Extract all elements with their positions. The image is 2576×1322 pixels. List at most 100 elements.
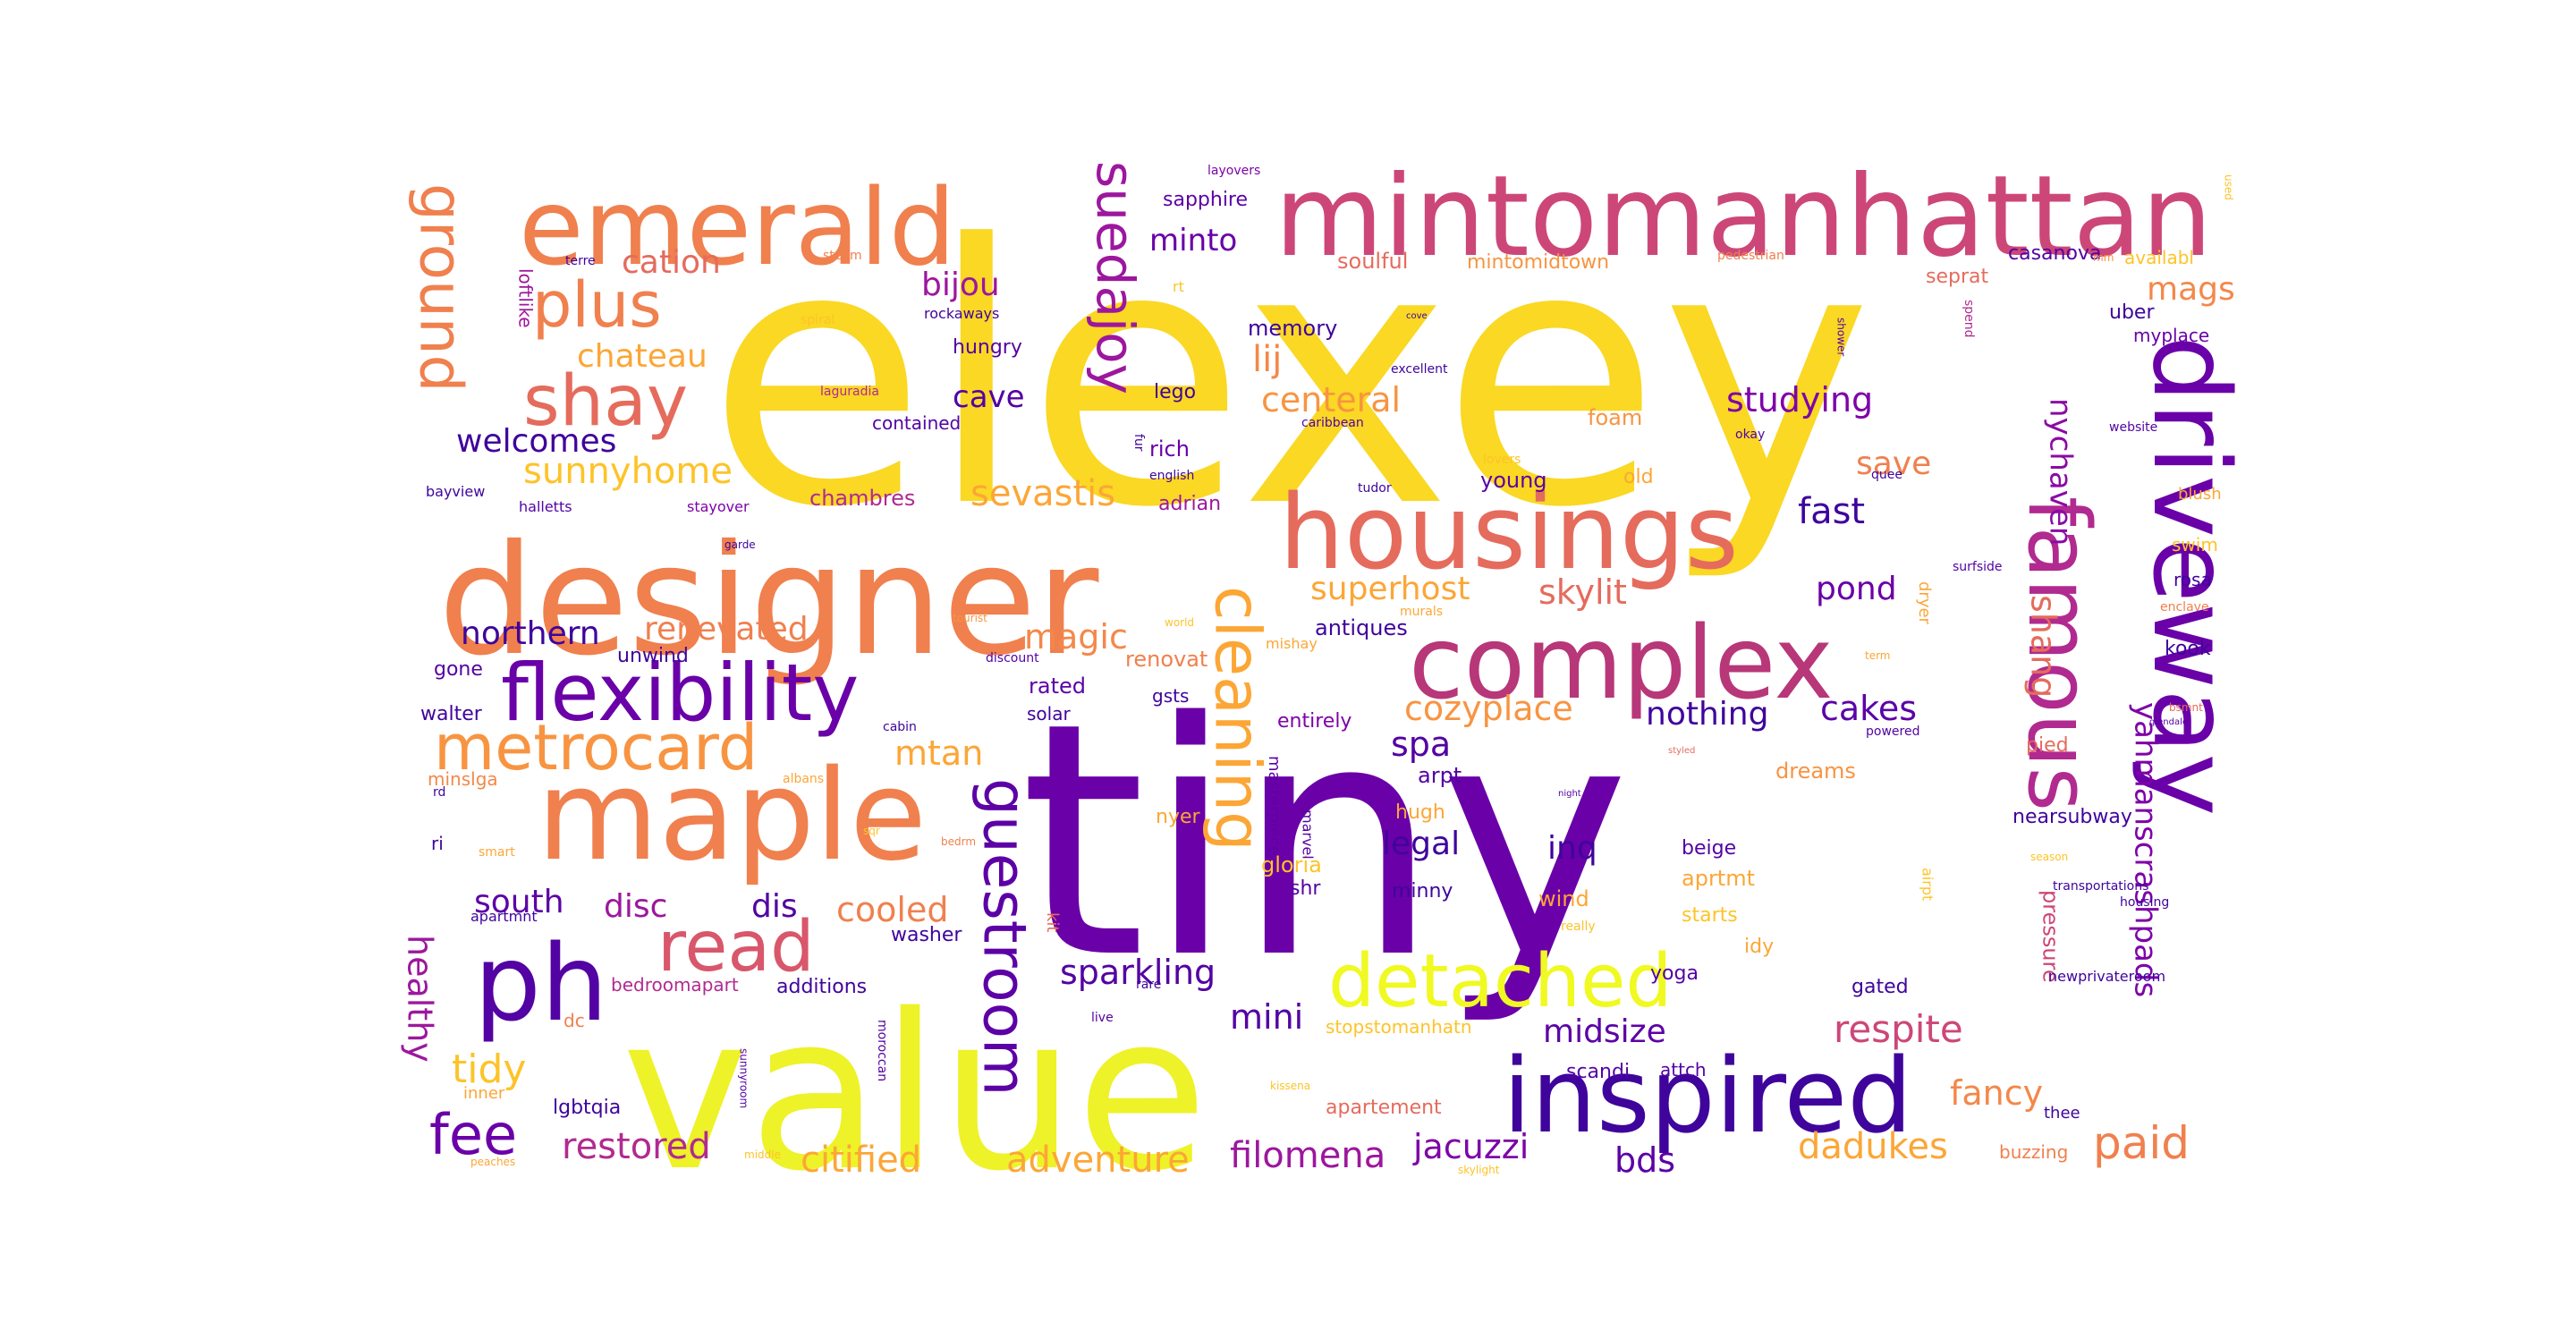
cloud-word: lij	[1252, 339, 1282, 380]
cloud-word: gsts	[1152, 685, 1189, 707]
cloud-word: seprat	[1926, 266, 1988, 288]
cloud-word: pied	[2026, 734, 2069, 757]
cloud-word: attch	[1660, 1059, 1707, 1080]
cloud-word: murals	[1400, 605, 1443, 619]
cloud-word: dreams	[1775, 758, 1856, 784]
cloud-word: driveway	[2130, 335, 2253, 816]
cloud-word: ph	[474, 921, 608, 1045]
cloud-word: bedrm	[941, 835, 976, 848]
cloud-word: powered	[1866, 725, 1919, 739]
cloud-word: cozyplace	[1404, 689, 1573, 728]
cloud-word: quee	[1871, 468, 1902, 482]
cloud-word: yoga	[1650, 962, 1699, 985]
cloud-word: rockaways	[924, 305, 999, 322]
cloud-word: shower	[1835, 318, 1847, 356]
cloud-word: mintomidtown	[1467, 251, 1609, 274]
cloud-word: read	[657, 907, 815, 987]
cloud-word: fur	[1131, 434, 1146, 452]
cloud-word: memory	[1248, 316, 1337, 341]
cloud-word: bedroomapart	[611, 974, 739, 996]
cloud-word: yahmanscrashpads	[2128, 702, 2164, 997]
cloud-word: idy	[1744, 936, 1774, 958]
cloud-word: designer	[438, 513, 1099, 690]
cloud-word: pressure	[2038, 890, 2063, 983]
cloud-word: mtan	[894, 733, 983, 773]
cloud-word: additions	[776, 976, 867, 998]
cloud-word: shr	[1290, 877, 1321, 900]
cloud-word: cakes	[1820, 689, 1917, 728]
cloud-word: website	[2109, 420, 2157, 435]
cloud-word: midsize	[1543, 1013, 1666, 1050]
cloud-word: lovers	[1483, 453, 1521, 467]
cloud-word: tourist	[953, 612, 987, 624]
cloud-word: spa	[1391, 725, 1451, 764]
cloud-word: airpt	[1919, 868, 1936, 901]
cloud-word: value	[622, 968, 1208, 1218]
cloud-word: availabl	[2124, 247, 2194, 268]
cloud-word: fast	[1798, 491, 1865, 532]
cloud-word: disc	[604, 888, 667, 925]
cloud-word: dadukes	[1798, 1126, 1948, 1167]
cloud-word: sapphire	[1163, 189, 1248, 211]
cloud-word: housing	[2120, 895, 2169, 910]
cloud-word: discount	[986, 651, 1039, 665]
cloud-word: south	[474, 884, 564, 920]
cloud-word: solar	[1027, 703, 1071, 725]
cloud-word: fee	[429, 1102, 517, 1167]
cloud-word: bayview	[426, 483, 485, 500]
cloud-word: smart	[479, 845, 515, 860]
cloud-word: mm	[2093, 251, 2114, 264]
cloud-word: nyer	[1156, 806, 1200, 828]
cloud-word: skylit	[1538, 572, 1627, 612]
cloud-word: plus	[532, 268, 662, 342]
cloud-word: apartmnt	[470, 908, 538, 925]
cloud-word: middle	[744, 1148, 781, 1161]
cloud-word: starts	[1682, 904, 1738, 927]
cloud-word: detached	[1328, 939, 1672, 1024]
cloud-word: northern	[461, 615, 600, 652]
cloud-word: spiral	[801, 313, 835, 327]
cloud-word: cove	[1406, 311, 1428, 321]
cloud-word: contained	[872, 412, 961, 434]
cloud-word: cabin	[883, 720, 917, 734]
cloud-word: mintomanhattan	[1275, 152, 2212, 282]
cloud-word: chambres	[809, 486, 915, 511]
cloud-word: guestroom	[970, 778, 1038, 1096]
cloud-word: uber	[2109, 301, 2155, 324]
cloud-word: bijou	[921, 267, 1000, 303]
cloud-word: fancy	[1950, 1073, 2043, 1113]
cloud-word: stopstomanhatn	[1326, 1016, 1472, 1038]
cloud-word: unwind	[617, 645, 689, 667]
cloud-word: lgbtqia	[553, 1097, 621, 1119]
cloud-word: myplace	[2133, 325, 2209, 346]
cloud-word: cooled	[836, 890, 948, 929]
cloud-word: studying	[1726, 380, 1873, 419]
cloud-word: adventure	[1006, 1140, 1190, 1181]
cloud-word: superhost	[1310, 571, 1470, 607]
cloud-word: dryer	[1915, 581, 1934, 625]
cloud-word: sevastis	[970, 473, 1115, 514]
cloud-word: shang	[2024, 595, 2063, 698]
cloud-word: inq	[1547, 830, 1597, 867]
cloud-word: laguradia	[820, 385, 879, 399]
cloud-word: surfside	[1953, 560, 2003, 574]
cloud-word: nearsubway	[2012, 806, 2132, 828]
cloud-word: filomena	[1230, 1135, 1385, 1176]
cloud-word: ground	[406, 183, 475, 393]
cloud-word: giendale	[2149, 717, 2188, 727]
cloud-word: shay	[523, 361, 688, 442]
cloud-word: mags	[2147, 271, 2235, 308]
cloud-word: skylight	[1458, 1164, 1500, 1176]
cloud-word: entirely	[1277, 710, 1352, 733]
cloud-word: casanova	[2008, 242, 2101, 265]
cloud-word: elexey	[707, 170, 1873, 586]
cloud-word: loftlike	[515, 268, 537, 328]
cloud-word: tudor	[1358, 481, 1392, 496]
cloud-word: halletts	[519, 498, 572, 515]
cloud-word: bsmnt	[2169, 701, 2203, 714]
cloud-word: enclave	[2160, 600, 2209, 614]
cloud-word: suedajoy	[1085, 161, 1146, 394]
cloud-word: famous	[2009, 496, 2107, 811]
cloud-word: minto	[1149, 223, 1237, 258]
cloud-word: chateau	[577, 338, 708, 375]
